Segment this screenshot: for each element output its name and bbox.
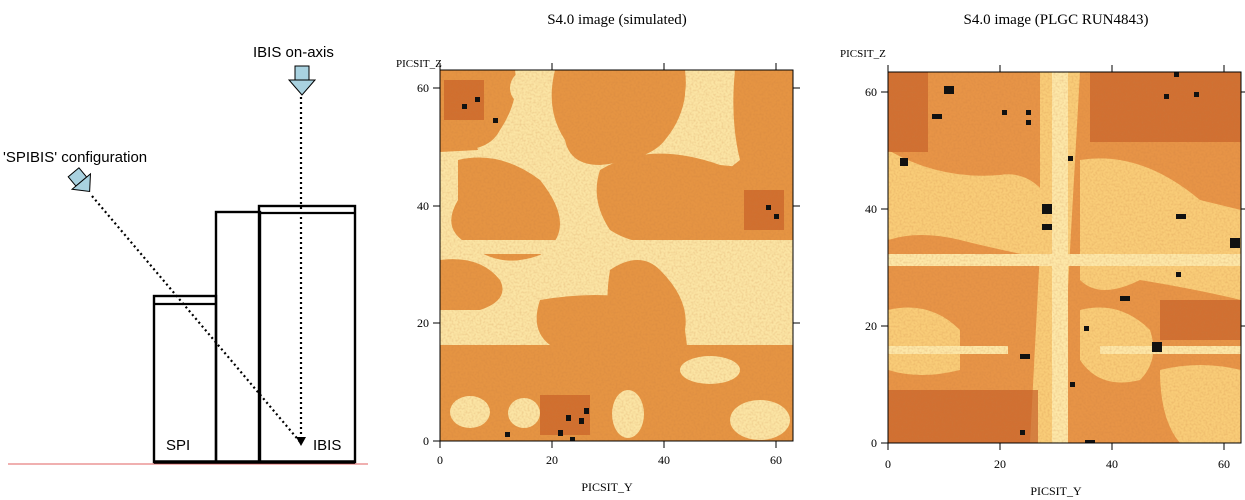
ticks bbox=[881, 65, 1245, 450]
y-tick-label: 60 bbox=[417, 81, 429, 95]
y-tick-label: 0 bbox=[871, 436, 877, 450]
y-tick-label: 20 bbox=[865, 319, 877, 333]
y-tick-label: 40 bbox=[417, 199, 429, 213]
ibis-box bbox=[257, 204, 357, 464]
source-arrow-icon bbox=[287, 65, 317, 96]
x-tick-label: 0 bbox=[437, 453, 443, 467]
spibis-ray bbox=[91, 195, 302, 444]
plot-frame bbox=[887, 71, 1242, 444]
panel-title: S4.0 image (PLGC RUN4843) bbox=[964, 12, 1149, 28]
plot-frame bbox=[439, 69, 794, 442]
x-axis-label: PICSIT_Y bbox=[581, 480, 633, 494]
y-tick-label: 20 bbox=[417, 316, 429, 330]
x-tick-label: 20 bbox=[546, 453, 558, 467]
x-tick-label: 40 bbox=[1106, 457, 1118, 471]
x-tick-label: 60 bbox=[770, 453, 782, 467]
y-axis-label: PICSIT_Z bbox=[396, 58, 442, 70]
middle-box bbox=[214, 210, 262, 464]
y-tick-label: 0 bbox=[423, 434, 429, 448]
ibis-label: IBIS bbox=[313, 437, 341, 454]
spibis-config-label: 'SPIBIS' configuration bbox=[3, 149, 147, 166]
real-image-panel: S4.0 image (PLGC RUN4843) PICSIT_Z bbox=[840, 12, 1245, 498]
x-axis-label: PICSIT_Y bbox=[1030, 484, 1082, 498]
x-tick-label: 60 bbox=[1218, 457, 1230, 471]
telescope-diagram: SPI IBIS IBIS on-axis 'SPIBIS' configura… bbox=[3, 44, 368, 465]
y-tick-label: 40 bbox=[865, 202, 877, 216]
spi-label: SPI bbox=[166, 437, 190, 454]
y-axis-label: PICSIT_Z bbox=[840, 48, 886, 60]
panel-title: S4.0 image (simulated) bbox=[547, 12, 687, 28]
simulated-image-panel: S4.0 image (simulated) PICSIT_Z bbox=[396, 12, 800, 494]
detector-image bbox=[888, 72, 1241, 443]
x-tick-label: 0 bbox=[885, 457, 891, 471]
x-tick-label: 20 bbox=[994, 457, 1006, 471]
x-tick-label: 40 bbox=[658, 453, 670, 467]
offaxis-source-icon bbox=[67, 167, 92, 193]
detector-image bbox=[440, 70, 793, 441]
onaxis-ray-arrowhead bbox=[296, 437, 306, 446]
ibis-onaxis-label: IBIS on-axis bbox=[253, 44, 334, 61]
y-tick-label: 60 bbox=[865, 85, 877, 99]
ticks bbox=[433, 63, 800, 448]
